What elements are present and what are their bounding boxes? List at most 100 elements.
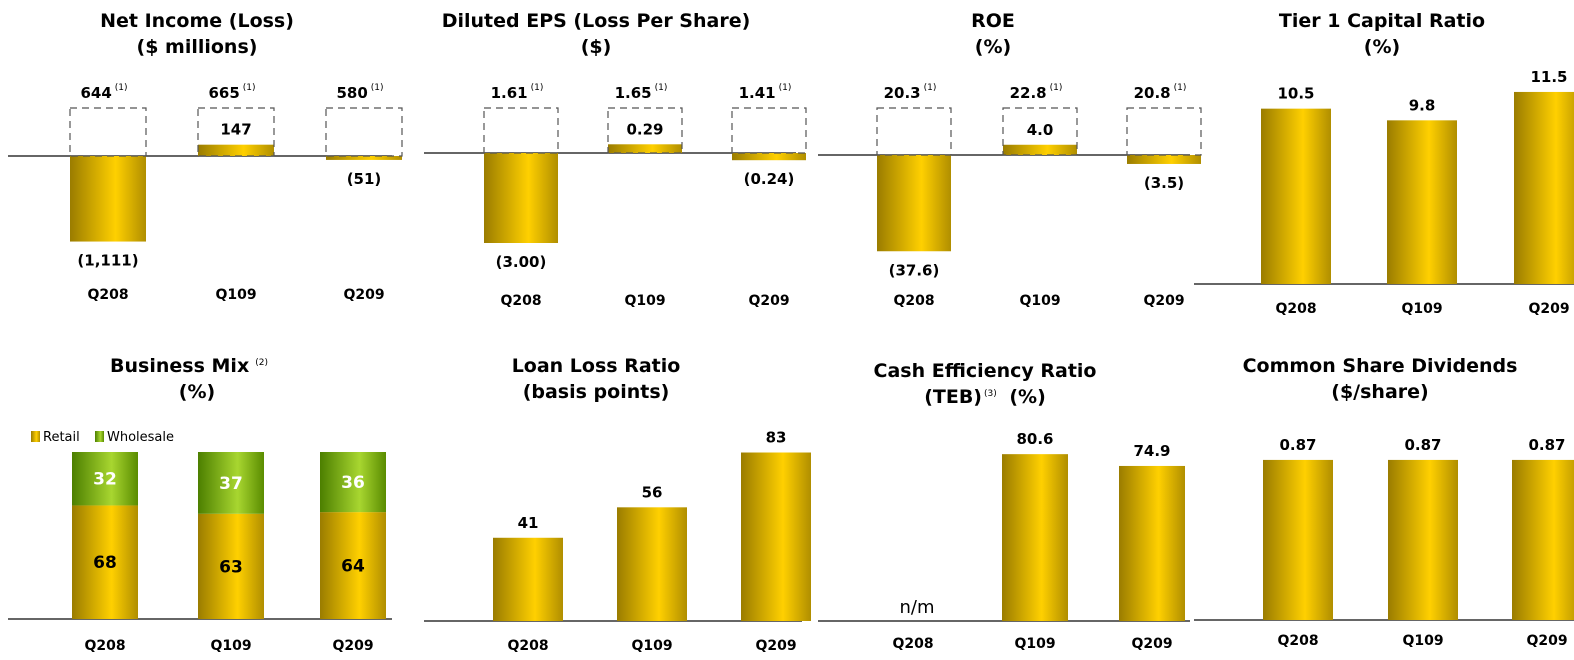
category-label-q209: Q209 <box>332 638 373 654</box>
adjusted-footnote-q109: (1) <box>655 83 668 93</box>
category-label-q208: Q208 <box>1275 301 1316 317</box>
adjusted-label-q209: 20.8 (1) <box>1134 83 1187 102</box>
category-label-q208: Q208 <box>893 293 934 309</box>
title-footnote: (2) <box>255 358 268 368</box>
chart-subtitle: (%) <box>975 36 1011 58</box>
data-label-q209: (51) <box>347 170 382 188</box>
bar-q209 <box>741 452 811 621</box>
adjusted-box-q208 <box>69 107 147 157</box>
data-label-q209: 0.87 <box>1528 436 1565 454</box>
category-label-q208: Q208 <box>87 287 128 303</box>
category-label-q209: Q209 <box>748 293 789 309</box>
data-label-retail-q209: 64 <box>341 557 365 577</box>
data-label-q109: 0.29 <box>626 120 663 138</box>
chart-subtitle: (%) <box>1364 36 1400 58</box>
data-label-q209: (0.24) <box>744 170 795 188</box>
bar-q209 <box>1512 459 1574 620</box>
chart-subtitle: ($/share) <box>1331 381 1428 403</box>
adjusted-footnote-q208: (1) <box>924 83 937 93</box>
legend-swatch-retail <box>31 431 40 442</box>
chart-2: Diluted EPS (Loss Per Share) ($) Q208 Q109 Q… <box>424 10 807 309</box>
bar-q208 <box>877 155 951 252</box>
category-label-q109: Q109 <box>631 638 672 654</box>
bar-wholesale-q208 <box>72 452 138 506</box>
adjusted-label-q208: 1.61 (1) <box>491 83 544 102</box>
chart-7: Cash Efficiency Ratio (TEB) (3) (%) Q208 Q10… <box>818 360 1190 652</box>
adjusted-label-q209: 580 (1) <box>336 83 383 102</box>
bar-q209 <box>1119 465 1185 621</box>
data-label-q109: 147 <box>220 121 251 139</box>
chart-title: Common Share Dividends <box>1243 355 1518 377</box>
adjusted-footnote-q209: (1) <box>371 83 384 93</box>
data-label-q208: (1,111) <box>77 252 138 270</box>
bar-q109 <box>1388 459 1458 620</box>
bar-q209 <box>732 153 806 161</box>
category-label-q208: Q208 <box>500 293 541 309</box>
chart-title: Cash Efficiency Ratio <box>874 360 1097 382</box>
data-label-q209: 74.9 <box>1133 442 1170 460</box>
adjusted-box-q209 <box>731 107 807 154</box>
data-label-retail-q109: 63 <box>219 557 243 577</box>
adjusted-footnote-q109: (1) <box>243 83 256 93</box>
adjusted-label-q208: 644 (1) <box>80 83 127 102</box>
adjusted-label-q109: 1.65 (1) <box>615 83 668 102</box>
chart-3: ROE (%) Q208 Q109 Q209 (37.6) 20.3 (1) 22.8 (1) 4.… <box>818 10 1202 309</box>
category-label-q109: Q109 <box>1401 301 1442 317</box>
data-label-q208: 0.87 <box>1279 436 1316 454</box>
category-label-q209: Q209 <box>343 287 384 303</box>
category-label-q109: Q109 <box>215 287 256 303</box>
chart-title: ROE <box>971 10 1015 32</box>
chart-title: Net Income (Loss) <box>100 10 294 32</box>
legend-label-wholesale: Wholesale <box>107 430 174 445</box>
bar-wholesale-q209 <box>320 452 386 513</box>
category-label-q109: Q109 <box>624 293 665 309</box>
bar-q109 <box>1003 144 1077 155</box>
adjusted-box-q109 <box>1002 107 1078 156</box>
bar-q109 <box>608 144 682 153</box>
bar-q109 <box>617 507 687 621</box>
bar-q208 <box>1263 459 1333 620</box>
bar-retail-q109 <box>198 513 264 619</box>
chart-1: Net Income (Loss) ($ millions) Q208 Q109 Q20… <box>8 10 403 303</box>
bar-q209 <box>326 156 402 160</box>
adjusted-box-q209 <box>1126 107 1202 156</box>
data-label-q109: 0.87 <box>1404 436 1441 454</box>
category-label-q209: Q209 <box>755 638 796 654</box>
title-footnote: (3) <box>984 389 997 399</box>
data-label-q209: 11.5 <box>1530 68 1567 86</box>
adjusted-label-q109: 665 (1) <box>208 83 255 102</box>
data-label-q109: 4.0 <box>1027 121 1054 139</box>
chart-title: Diluted EPS (Loss Per Share) <box>442 10 751 32</box>
data-label-q208: 10.5 <box>1277 85 1314 103</box>
adjusted-label-q109: 22.8 (1) <box>1010 83 1063 102</box>
adjusted-label-q208: 20.3 (1) <box>884 83 937 102</box>
legend-label-retail: Retail <box>43 430 80 445</box>
chart-subtitle: ($ millions) <box>137 36 258 58</box>
bar-q208 <box>70 156 146 242</box>
chart-8: Common Share Dividends ($/share) Q208 Q109 Q… <box>1194 355 1574 649</box>
category-label-q208: Q208 <box>1277 633 1318 649</box>
adjusted-label-q209: 1.41 (1) <box>739 83 792 102</box>
legend-swatch-wholesale <box>95 431 104 442</box>
bar-q208 <box>493 537 563 621</box>
category-label-q109: Q109 <box>1019 293 1060 309</box>
adjusted-footnote-q209: (1) <box>1174 83 1187 93</box>
data-label-q109: 9.8 <box>1409 96 1436 114</box>
adjusted-box-q209 <box>325 107 403 157</box>
category-label-q209: Q209 <box>1528 301 1569 317</box>
category-label-q209: Q209 <box>1143 293 1184 309</box>
bar-retail-q209 <box>320 512 386 619</box>
bar-q209 <box>1127 155 1201 164</box>
category-label-q208: Q208 <box>507 638 548 654</box>
adjusted-footnote-q208: (1) <box>115 83 128 93</box>
bar-retail-q208 <box>72 505 138 619</box>
category-label-q109: Q109 <box>1402 633 1443 649</box>
bar-q109 <box>1387 120 1457 284</box>
category-label-q208: Q208 <box>84 638 125 654</box>
data-label-q208: n/m <box>899 597 934 618</box>
data-label-q209: (3.5) <box>1144 174 1184 192</box>
data-label-q109: 80.6 <box>1016 430 1053 448</box>
adjusted-box-q208 <box>483 107 559 154</box>
bar-wholesale-q109 <box>198 452 264 514</box>
